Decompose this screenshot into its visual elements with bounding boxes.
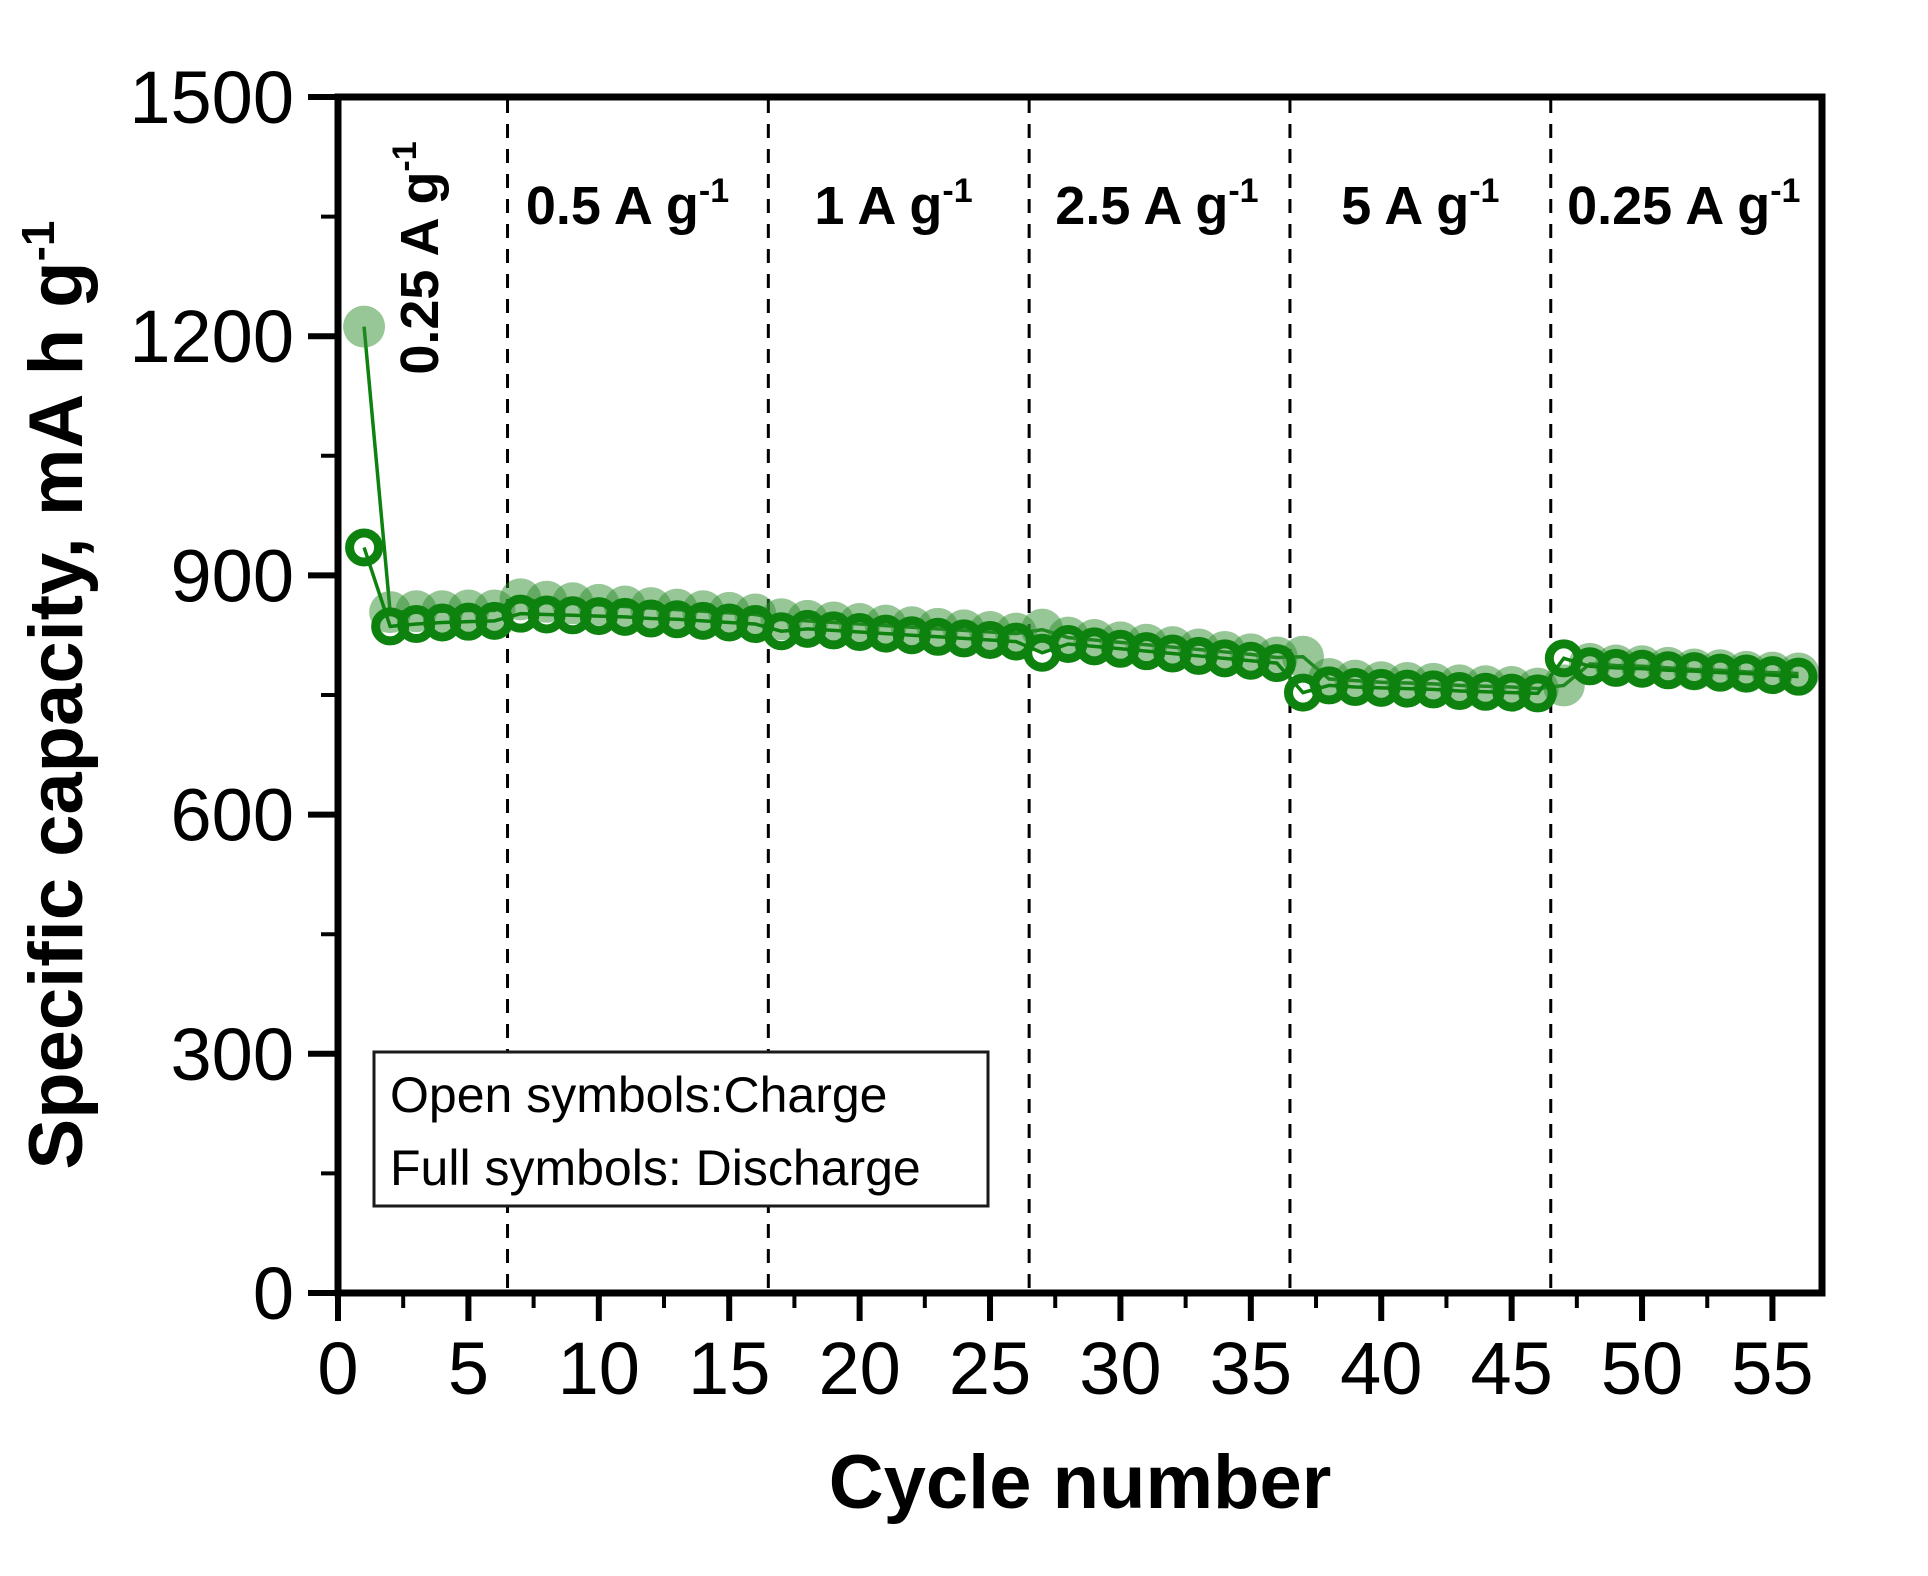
x-tick-label: 50 (1601, 1327, 1683, 1410)
rate-region-labels: 0.25 A g-10.5 A g-1 1 A g-1 2.5 A g-1 5 A g… (386, 141, 1800, 374)
x-tick-label: 30 (1079, 1327, 1161, 1410)
rate-region-label-sup: -1 (1469, 172, 1499, 210)
x-tick-label: 0 (317, 1327, 358, 1410)
x-tick-label: 55 (1731, 1327, 1813, 1410)
x-tick-label: 45 (1470, 1327, 1552, 1410)
rate-region-label-base: 1 A g (814, 176, 942, 236)
charge-marker (345, 528, 384, 567)
charge-series (345, 528, 1818, 713)
discharge-marker (343, 305, 386, 348)
axis-ticks: 0 5 10 15 20 25 30 35 40 45 50 55 0 300 600 900 1200 1500 (129, 56, 1813, 1410)
rate-region-label-base: 0.25 A g (1567, 176, 1770, 236)
rate-region-label-sup: -1 (942, 172, 972, 210)
y-axis-title-base: Specific capacity, mA h g (14, 261, 99, 1169)
rate-region-label-sup: -1 (386, 141, 424, 171)
x-tick-label: 40 (1340, 1327, 1422, 1410)
legend-line-charge: Open symbols:Charge (390, 1067, 887, 1123)
rate-region-label-sup: -1 (1228, 172, 1258, 210)
y-axis-title: Specific capacity, mA h g-1 (12, 221, 99, 1170)
y-tick-label: 1200 (129, 295, 294, 378)
y-tick-label: 300 (171, 1013, 294, 1096)
y-tick-label: 1500 (129, 56, 294, 139)
legend-box (372, 1050, 990, 1208)
rate-region-label: 1 A g-1 (814, 172, 972, 236)
rate-region-label-base: 2.5 A g (1055, 176, 1228, 236)
x-tick-label: 25 (949, 1327, 1031, 1410)
y-tick-label: 600 (171, 774, 294, 857)
rate-region-label-base: 5 A g (1341, 176, 1469, 236)
y-tick-label: 900 (171, 534, 294, 617)
rate-region-label-sup: -1 (699, 172, 729, 210)
rate-region-label: 5 A g-1 (1341, 172, 1499, 236)
rate-region-label-base: 0.25 A g (390, 172, 450, 375)
rate-region-label-sup: -1 (1770, 172, 1800, 210)
y-axis-title-sup: -1 (12, 221, 64, 262)
rate-region-label: 0.5 A g-1 (526, 172, 729, 236)
y-tick-label: 0 (253, 1252, 294, 1335)
charge-marker (1779, 657, 1818, 696)
x-tick-label: 5 (448, 1327, 489, 1410)
x-tick-label: 15 (688, 1327, 770, 1410)
x-tick-label: 10 (558, 1327, 640, 1410)
x-tick-label: 35 (1210, 1327, 1292, 1410)
rate-region-label: 0.25 A g-1 (1567, 172, 1800, 236)
legend: Open symbols:Charge Full symbols: Dischar… (372, 1050, 990, 1208)
rate-region-label: 0.25 A g-1 (386, 141, 450, 374)
rate-region-label: 2.5 A g-1 (1055, 172, 1258, 236)
legend-line-discharge: Full symbols: Discharge (390, 1140, 921, 1196)
x-axis-title: Cycle number (829, 1440, 1332, 1525)
charge-marker (1257, 644, 1296, 683)
x-tick-label: 20 (818, 1327, 900, 1410)
charge-marker (1518, 674, 1557, 713)
rate-region-label-base: 0.5 A g (526, 176, 699, 236)
